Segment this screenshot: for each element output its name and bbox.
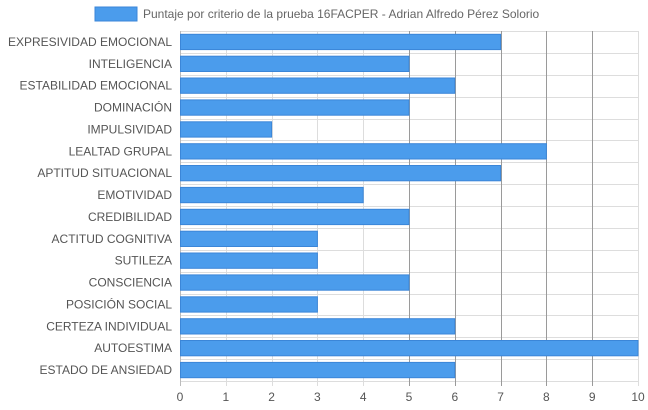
category-label: EXPRESIVIDAD EMOCIONAL <box>8 35 172 49</box>
bar[interactable] <box>180 143 547 160</box>
category-label: ESTABILIDAD EMOCIONAL <box>20 79 173 93</box>
x-tick-label: 7 <box>497 390 504 404</box>
legend[interactable]: Puntaje por criterio de la prueba 16FACP… <box>94 6 540 22</box>
category-label: LEALTAD GRUPAL <box>69 144 173 158</box>
bar[interactable] <box>180 165 502 182</box>
x-tick-label: 2 <box>268 390 275 404</box>
category-label: CREDIBILIDAD <box>88 210 172 224</box>
x-tick-label: 3 <box>314 390 321 404</box>
bar[interactable] <box>180 230 318 247</box>
category-label: CONSCIENCIA <box>89 276 172 290</box>
category-label: SUTILEZA <box>115 254 172 268</box>
x-tick-label: 10 <box>631 390 645 404</box>
x-tick-label: 1 <box>222 390 229 404</box>
bar[interactable] <box>180 318 456 335</box>
x-tick-label: 4 <box>360 390 367 404</box>
bar[interactable] <box>180 361 456 379</box>
bar[interactable] <box>180 296 318 313</box>
bar[interactable] <box>180 99 410 116</box>
x-tick-label: 9 <box>589 390 596 404</box>
bar[interactable] <box>180 33 502 51</box>
category-label: ACTITUD COGNITIVA <box>52 232 172 246</box>
category-label: INTELIGENCIA <box>89 57 172 71</box>
category-label: POSICIÓN SOCIAL <box>66 296 172 311</box>
bar[interactable] <box>180 340 639 357</box>
x-tick-label: 8 <box>543 390 550 404</box>
bar[interactable] <box>180 55 410 73</box>
x-tick-label: 5 <box>406 390 413 404</box>
category-label: ESTADO DE ANSIEDAD <box>40 363 173 377</box>
legend-label[interactable]: Puntaje por criterio de la prueba 16FACP… <box>143 7 540 21</box>
bar[interactable] <box>180 121 273 138</box>
bars <box>180 33 639 379</box>
x-tick-label: 6 <box>451 390 458 404</box>
x-axis-tick-labels: 0 1 2 3 4 5 6 7 8 9 10 <box>177 390 645 404</box>
category-label: DOMINACIÓN <box>94 100 172 115</box>
bar[interactable] <box>180 274 410 291</box>
legend-swatch[interactable] <box>94 6 138 22</box>
bar[interactable] <box>180 186 364 204</box>
bar[interactable] <box>180 252 318 269</box>
x-tick-label: 0 <box>177 390 184 404</box>
bar[interactable] <box>180 208 410 226</box>
category-label: APTITUD SITUACIONAL <box>37 166 172 180</box>
category-label: AUTOESTIMA <box>94 341 172 355</box>
category-labels: EXPRESIVIDAD EMOCIONAL INTELIGENCIA ESTABI… <box>8 35 172 377</box>
bar[interactable] <box>180 77 456 94</box>
category-label: IMPULSIVIDAD <box>87 122 172 136</box>
category-label: EMOTIVIDAD <box>97 188 172 202</box>
category-label: CERTEZA INDIVIDUAL <box>46 319 172 333</box>
